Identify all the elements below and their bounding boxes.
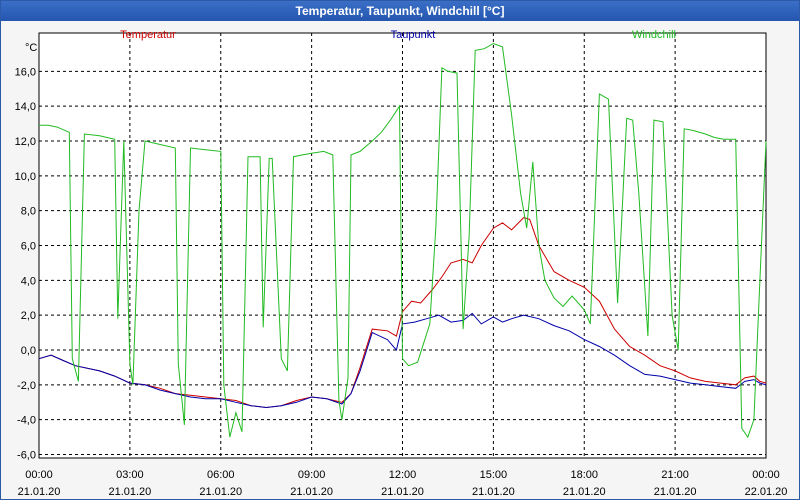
y-tick-label: 8,0 bbox=[21, 206, 36, 218]
y-axis-label: °C bbox=[25, 42, 37, 54]
y-tick-label: 10,0 bbox=[15, 171, 36, 183]
series-lines bbox=[38, 42, 767, 439]
x-tick-date: 21.01.20 bbox=[18, 486, 61, 498]
legend-temperatur: Temperatur bbox=[120, 29, 176, 41]
legend: Temperatur Taupunkt Windchill bbox=[120, 29, 676, 41]
x-tick-time: 12:00 bbox=[389, 469, 417, 481]
series-line-temperatur bbox=[38, 217, 767, 409]
x-tick-date: 21.01.20 bbox=[381, 486, 424, 498]
x-tick-date: 21.01.20 bbox=[654, 486, 697, 498]
legend-windchill: Windchill bbox=[632, 29, 676, 41]
x-tick-time: 03:00 bbox=[116, 469, 144, 481]
y-tick-label: -4,0 bbox=[17, 415, 36, 427]
x-tick-time: 09:00 bbox=[298, 469, 326, 481]
y-tick-label: 4,0 bbox=[21, 275, 36, 287]
series-line-windchill bbox=[39, 42, 767, 439]
series-line-taupunkt bbox=[38, 312, 767, 409]
y-tick-label: 16,0 bbox=[15, 66, 36, 78]
x-tick-date: 21.01.20 bbox=[108, 486, 151, 498]
x-tick-time: 21:00 bbox=[661, 469, 689, 481]
x-axis: 00:00 21.01.20 03:00 21.01.20 06:00 21.01.20 0… bbox=[18, 469, 788, 498]
y-tick-label: 0,0 bbox=[21, 345, 36, 357]
x-tick-time: 00:00 bbox=[25, 469, 53, 481]
grid bbox=[39, 33, 766, 458]
y-tick-label: 14,0 bbox=[15, 101, 36, 113]
x-tick-time: 00:00 bbox=[752, 469, 780, 481]
legend-taupunkt: Taupunkt bbox=[391, 29, 436, 41]
y-tick-label: 6,0 bbox=[21, 241, 36, 253]
x-tick-date: 21.01.20 bbox=[199, 486, 242, 498]
x-tick-time: 15:00 bbox=[480, 469, 508, 481]
y-tick-label: -6,0 bbox=[17, 450, 36, 462]
y-tick-label: -2,0 bbox=[17, 380, 36, 392]
x-tick-time: 18:00 bbox=[570, 469, 598, 481]
x-tick-date: 21.01.20 bbox=[290, 486, 333, 498]
x-tick-date: 21.01.20 bbox=[472, 486, 515, 498]
window-title: Temperatur, Taupunkt, Windchill [°C] bbox=[1, 1, 799, 21]
x-tick-date: 22.01.20 bbox=[745, 486, 788, 498]
x-tick-date: 21.01.20 bbox=[563, 486, 606, 498]
y-tick-label: 2,0 bbox=[21, 310, 36, 322]
x-tick-time: 06:00 bbox=[207, 469, 235, 481]
y-tick-label: 12,0 bbox=[15, 136, 36, 148]
chart: -6,0 -4,0 -2,0 0,0 2,0 4,0 6,0 8,0 10,0 12,0 14,0 1… bbox=[15, 29, 788, 498]
y-axis: -6,0 -4,0 -2,0 0,0 2,0 4,0 6,0 8,0 10,0 12,0 14,0 1… bbox=[15, 66, 36, 461]
